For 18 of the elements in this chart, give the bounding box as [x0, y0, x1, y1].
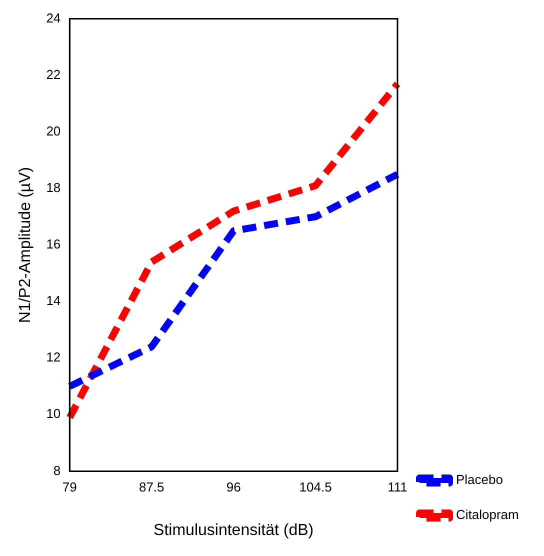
x-tick-label: 111 [388, 480, 408, 495]
x-tick-label: 104.5 [299, 480, 332, 495]
x-tick-label: 96 [226, 480, 241, 495]
y-tick-label: 20 [46, 123, 61, 138]
y-tick-label: 22 [46, 66, 61, 82]
y-tick-label: 16 [46, 236, 61, 252]
x-axis-title: Stimulusintensität (dB) [154, 522, 314, 539]
y-tick-label: 14 [46, 293, 61, 308]
y-tick-label: 24 [46, 10, 61, 26]
legend-label: Citalopram [456, 507, 519, 522]
x-tick-label: 87.5 [138, 480, 164, 495]
legend-label: Placebo [456, 472, 503, 488]
y-tick-label: 18 [46, 180, 61, 196]
y-tick-label: 8 [53, 462, 61, 478]
y-tick-label: 12 [46, 350, 61, 365]
y-axis-title: N1/P2-Amplitude (µV) [17, 167, 34, 323]
x-tick-label: 79 [62, 480, 77, 495]
y-tick-label: 10 [46, 406, 61, 422]
